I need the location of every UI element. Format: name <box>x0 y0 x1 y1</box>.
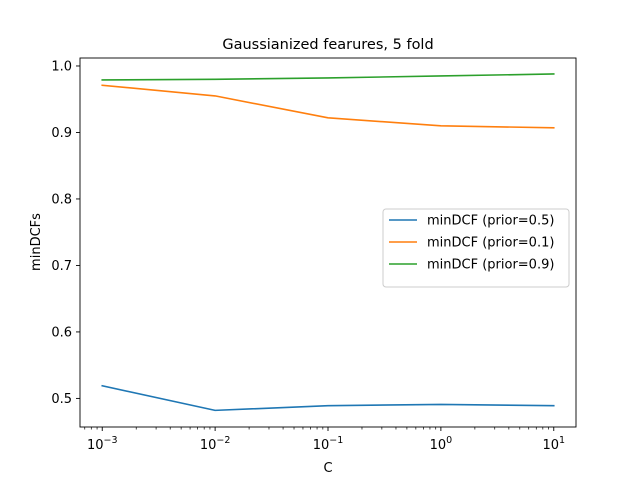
legend-label-3: minDCF (prior=0.9) <box>427 258 554 273</box>
series-line-2 <box>101 84 555 129</box>
chart-title: Gaussianized fearures, 5 fold <box>222 37 433 53</box>
y-tick-label: 1.0 <box>51 59 72 74</box>
x-tick-label: 101 <box>542 435 565 453</box>
y-tick-label: 0.7 <box>51 259 72 274</box>
legend-box <box>382 208 570 288</box>
y-axis-label: minDCFs <box>29 213 44 271</box>
legend: minDCF (prior=0.5) minDCF (prior=0.1) minD… <box>382 208 570 288</box>
x-tick-label: 10−3 <box>87 435 118 453</box>
x-tick-label: 10−2 <box>200 435 231 453</box>
legend-label-2: minDCF (prior=0.1) <box>427 236 554 251</box>
y-tick-label: 0.6 <box>51 325 72 340</box>
x-tick-label: 10−1 <box>313 435 344 453</box>
plot-area: 0.5 0.6 0.7 0.8 0.9 1.0 10−3 10−2 10−1 100 101 <box>51 57 577 453</box>
x-axis-label: C <box>323 461 332 476</box>
y-tick-label: 0.5 <box>51 392 72 407</box>
x-tick-label: 100 <box>430 435 453 453</box>
y-tick-label: 0.8 <box>51 192 72 207</box>
series-line-1 <box>101 384 555 412</box>
y-tick-label: 0.9 <box>51 126 72 141</box>
series-line-3 <box>101 73 555 81</box>
legend-label-1: minDCF (prior=0.5) <box>427 214 554 229</box>
